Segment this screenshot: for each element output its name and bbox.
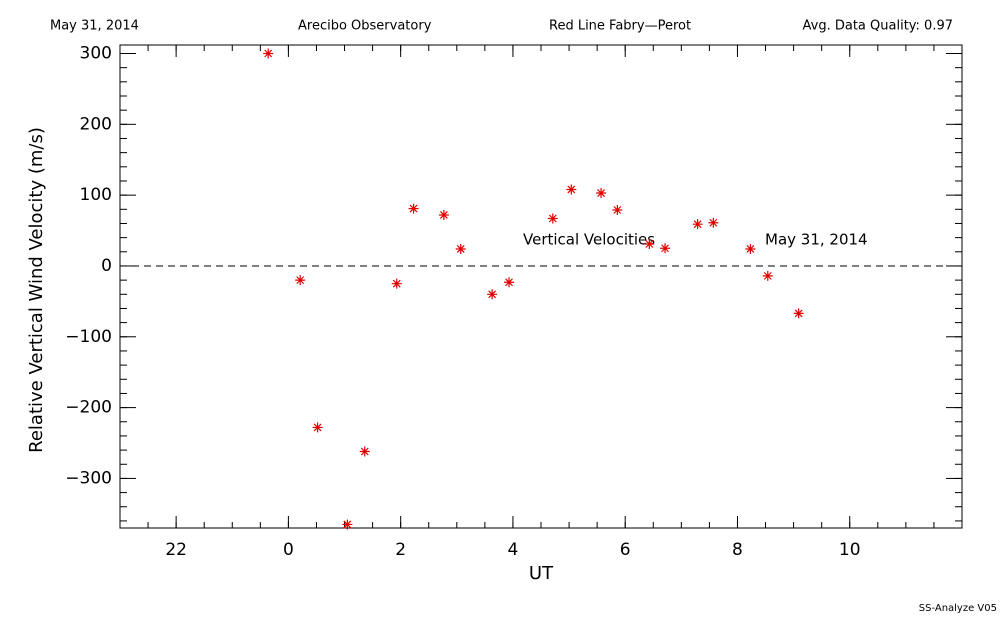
y-tick-label: 100 <box>80 185 112 205</box>
x-tick-label: 0 <box>283 540 294 560</box>
x-tick-label: 10 <box>839 540 861 560</box>
y-tick-label: 300 <box>80 43 112 63</box>
data-point <box>504 277 515 288</box>
annotation: Vertical Velocities <box>523 231 655 249</box>
footer: SS-Analyze V05 <box>919 603 997 614</box>
data-point <box>438 209 449 220</box>
header-instrument: Red Line Fabry—Perot <box>549 19 691 34</box>
header-site: Arecibo Observatory <box>298 19 432 34</box>
data-point <box>342 519 353 530</box>
data-point <box>644 239 655 250</box>
data-point <box>708 217 719 228</box>
annotation: May 31, 2014 <box>765 231 868 249</box>
data-point <box>455 243 466 254</box>
y-tick-label: −100 <box>65 327 112 347</box>
y-tick-label: −300 <box>65 468 112 488</box>
x-tick-label: 4 <box>508 540 519 560</box>
data-point <box>596 188 607 199</box>
x-tick-label: 2 <box>395 540 406 560</box>
data-point <box>312 422 323 433</box>
data-point <box>692 219 703 230</box>
x-axis-label: UT <box>529 563 554 584</box>
data-point <box>660 243 671 254</box>
x-tick-label: 22 <box>165 540 187 560</box>
data-point <box>612 205 623 216</box>
data-point <box>408 203 419 214</box>
header-quality: Avg. Data Quality: 0.97 <box>803 19 953 34</box>
data-point <box>793 308 804 319</box>
data-point <box>566 184 577 195</box>
data-point <box>762 270 773 281</box>
y-tick-label: 200 <box>80 114 112 134</box>
header-date: May 31, 2014 <box>50 19 139 34</box>
data-point <box>295 275 306 286</box>
x-tick-label: 8 <box>732 540 743 560</box>
data-point <box>391 278 402 289</box>
y-axis-label: Relative Vertical Wind Velocity (m/s) <box>26 127 47 453</box>
y-tick-label: 0 <box>101 256 112 276</box>
x-tick-label: 6 <box>620 540 631 560</box>
data-point <box>359 446 370 457</box>
plot-frame <box>119 44 963 529</box>
data-point <box>487 289 498 300</box>
data-point <box>745 243 756 254</box>
y-tick-label: −200 <box>65 398 112 418</box>
data-point <box>547 213 558 224</box>
data-point <box>263 48 274 59</box>
